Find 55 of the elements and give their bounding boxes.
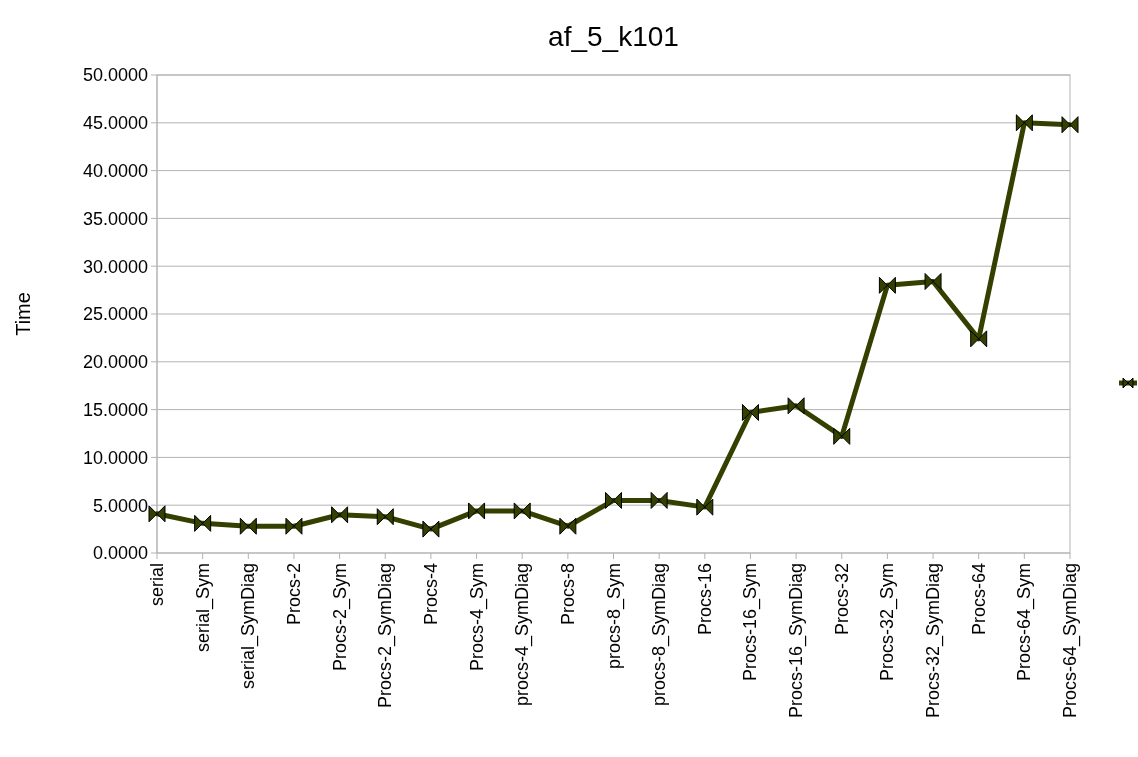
point bbox=[1015, 114, 1033, 132]
x-tick-label: procs-8_SymDiag bbox=[649, 563, 671, 707]
x-tick-label: procs-8_Sym bbox=[603, 563, 625, 670]
y-tick-label: 45.0000 bbox=[82, 113, 148, 134]
x-tick-label: Procs-4 bbox=[420, 563, 441, 626]
x-tick-label: procs-4_SymDiag bbox=[512, 563, 534, 707]
point bbox=[1061, 116, 1079, 134]
point bbox=[741, 403, 759, 421]
x-tick-label: serial bbox=[147, 563, 167, 607]
point bbox=[650, 491, 668, 509]
chart-title: af_5_k101 bbox=[548, 21, 679, 52]
point bbox=[878, 276, 896, 294]
y-tick-label: 5.0000 bbox=[92, 495, 148, 516]
y-tick-label: 40.0000 bbox=[82, 160, 148, 181]
point bbox=[239, 517, 257, 535]
y-tick-label: 30.0000 bbox=[82, 256, 148, 277]
y-tick-label: 10.0000 bbox=[82, 447, 148, 468]
point bbox=[833, 427, 851, 445]
y-tick-label: 35.0000 bbox=[82, 208, 148, 229]
x-tick-label: Procs-32_SymDiag bbox=[923, 563, 945, 719]
point bbox=[376, 508, 394, 526]
x-tick-label: serial_SymDiag bbox=[238, 563, 260, 690]
x-tick-label: serial_Sym bbox=[192, 563, 214, 653]
x-tick-label: Procs-2_Sym bbox=[329, 563, 351, 672]
point bbox=[970, 330, 988, 348]
x-tick-label: Procs-16 bbox=[694, 563, 715, 636]
x-tick-label: Procs-2_SymDiag bbox=[375, 563, 397, 709]
x-tick-label: Procs-64_Sym bbox=[1014, 563, 1036, 682]
point bbox=[924, 273, 942, 290]
y-tick-label: 25.0000 bbox=[82, 304, 148, 325]
x-tick-label: Procs-64 bbox=[968, 563, 989, 636]
point bbox=[605, 491, 622, 509]
x-tick-label: Procs-16_SymDiag bbox=[786, 563, 808, 719]
point bbox=[468, 502, 486, 520]
point bbox=[696, 498, 714, 516]
point bbox=[559, 517, 577, 535]
x-tick-label: Procs-32_Sym bbox=[877, 563, 899, 682]
point bbox=[194, 514, 212, 532]
point bbox=[285, 517, 303, 535]
point bbox=[148, 505, 166, 523]
x-tick-label: Procs-16_Sym bbox=[740, 563, 762, 682]
x-tick-label: Procs-64_SymDiag bbox=[1060, 563, 1081, 719]
y-tick-label: 0.0000 bbox=[92, 543, 148, 564]
y-tick-label: 50.0000 bbox=[82, 65, 148, 86]
y-axis-title: Time bbox=[12, 292, 34, 336]
x-tick-label: Procs-4_Sym bbox=[466, 563, 488, 672]
y-tick-label: 15.0000 bbox=[82, 399, 148, 420]
x-tick-label: Procs-2 bbox=[283, 563, 304, 626]
point bbox=[331, 506, 349, 524]
y-tick-label: 20.0000 bbox=[82, 352, 148, 373]
x-tick-label: Procs-32 bbox=[831, 563, 852, 636]
x-tick-label: Procs-8 bbox=[557, 563, 578, 626]
point bbox=[422, 520, 440, 538]
point bbox=[513, 502, 531, 520]
point bbox=[787, 397, 805, 415]
